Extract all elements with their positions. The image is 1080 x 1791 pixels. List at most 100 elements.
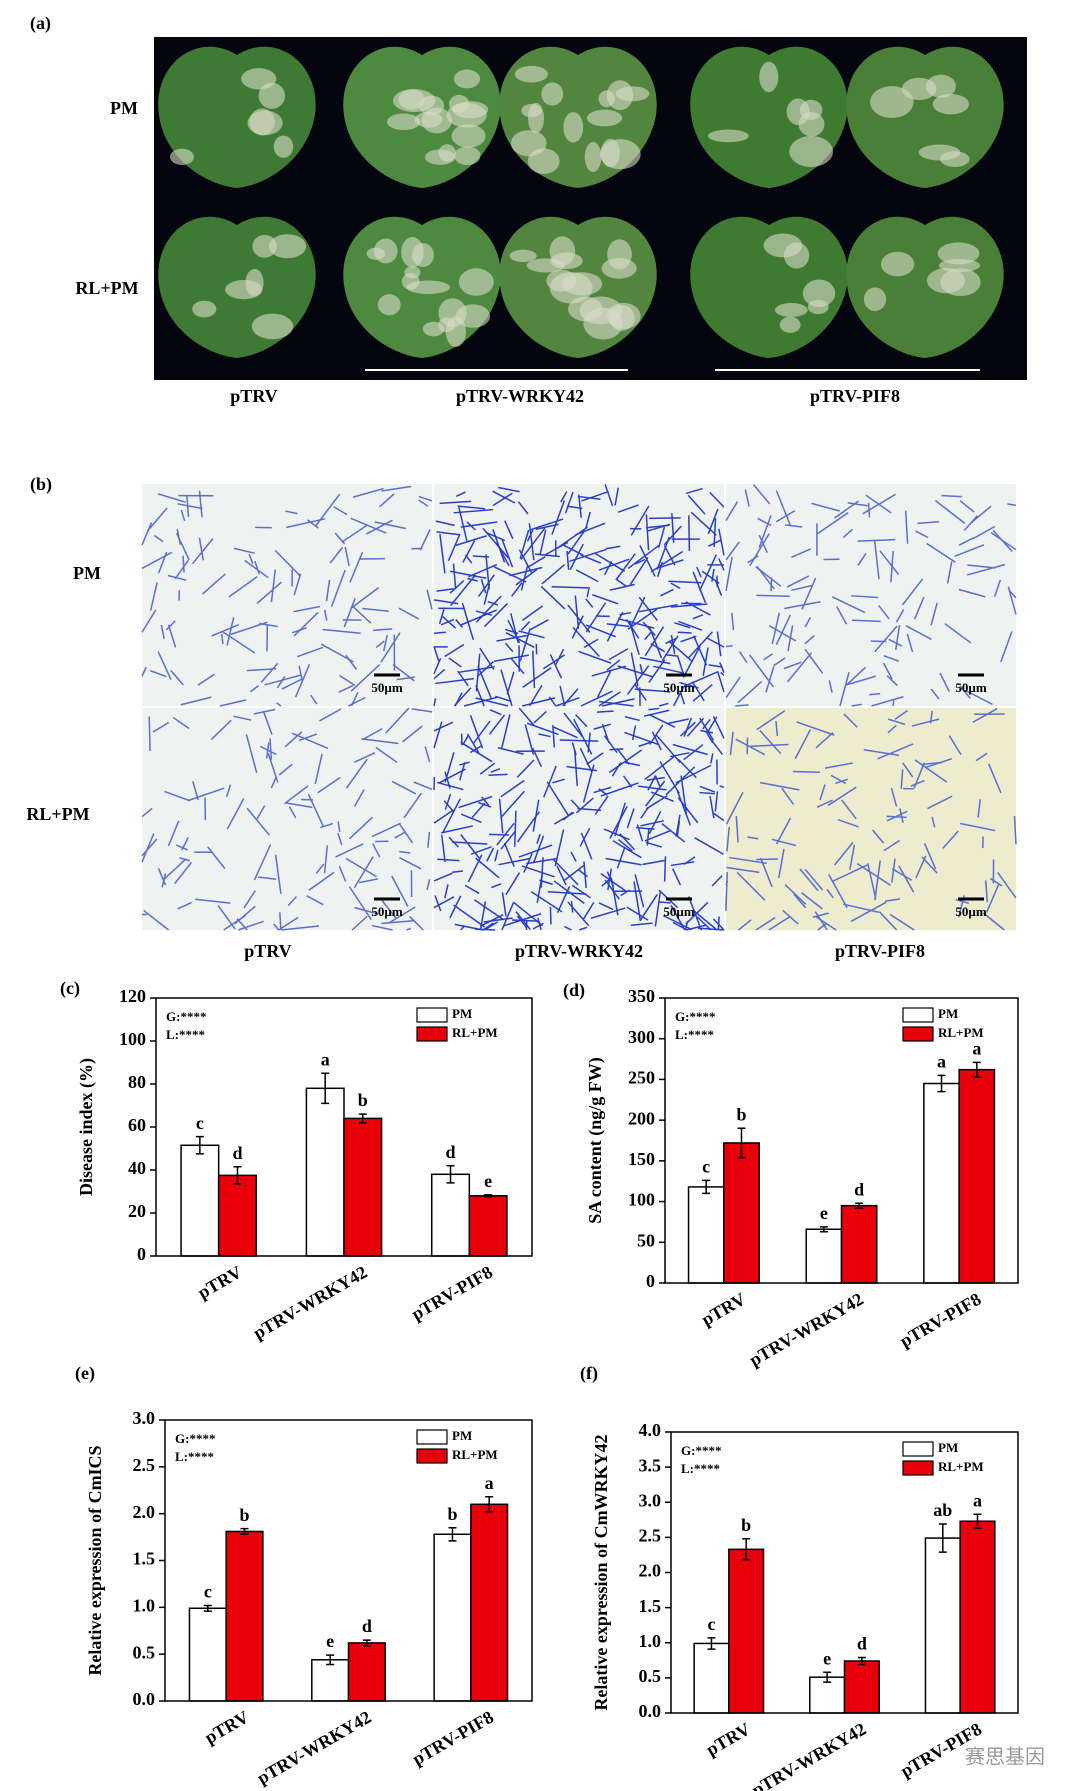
hypha	[735, 738, 766, 756]
hypha	[468, 563, 498, 578]
mildew-spot	[404, 266, 421, 279]
hypha	[612, 840, 642, 859]
mildew-spot	[451, 124, 486, 148]
hypha	[210, 719, 232, 741]
hypha	[690, 511, 717, 536]
y-tick-label: 3.0	[133, 1408, 156, 1428]
hypha	[786, 575, 810, 588]
hypha	[180, 509, 186, 522]
error-bar	[742, 1538, 751, 1561]
hypha	[375, 640, 385, 649]
hypha	[170, 670, 184, 686]
mildew-spot	[759, 61, 779, 93]
hypha	[260, 745, 277, 756]
hypha	[758, 534, 768, 553]
hypha	[249, 685, 260, 693]
hypha	[259, 622, 278, 628]
hypha	[523, 852, 533, 873]
hypha	[801, 577, 817, 610]
legend-swatch	[902, 1460, 934, 1476]
hypha	[837, 818, 859, 828]
hypha	[617, 838, 633, 852]
hypha	[663, 545, 676, 566]
hypha	[827, 786, 857, 807]
hypha	[657, 526, 666, 548]
hypha	[286, 802, 313, 809]
hypha	[702, 719, 711, 730]
hypha	[211, 624, 239, 637]
hypha	[672, 686, 685, 707]
hypha	[549, 654, 563, 679]
hypha	[824, 762, 853, 769]
hypha	[639, 894, 658, 921]
hypha	[709, 492, 725, 508]
hypha	[462, 540, 476, 563]
hypha	[513, 901, 543, 927]
hypha	[630, 505, 650, 536]
hypha	[720, 671, 725, 676]
hypha	[177, 901, 192, 910]
mildew-spot	[373, 238, 398, 264]
hypha	[460, 834, 480, 859]
hypha	[157, 493, 186, 503]
hypha	[627, 608, 658, 630]
mildew-spot	[452, 101, 489, 119]
hypha	[625, 618, 640, 639]
hypha	[676, 791, 692, 826]
panel-label: (a)	[30, 13, 51, 34]
hypha	[895, 609, 905, 623]
hypha	[281, 678, 303, 690]
hypha	[668, 580, 702, 584]
bar	[188, 1607, 227, 1702]
hypha	[639, 656, 671, 665]
hypha	[278, 763, 293, 776]
hypha	[452, 563, 457, 590]
hypha	[648, 707, 660, 711]
leaf-photos	[158, 46, 1004, 358]
mildew-spot	[455, 304, 491, 328]
hypha	[699, 785, 716, 793]
hypha	[959, 500, 975, 513]
hypha	[267, 753, 279, 783]
hypha	[379, 493, 395, 508]
error-bar	[203, 1604, 212, 1612]
hypha	[293, 573, 302, 596]
significance-letter: d	[362, 1616, 372, 1636]
error-bar	[448, 1526, 457, 1542]
mildew-spot	[940, 268, 981, 297]
hypha	[521, 865, 555, 878]
legend-label: RL+PM	[452, 1447, 498, 1462]
hypha	[879, 550, 900, 575]
hypha	[542, 654, 565, 670]
hypha	[874, 625, 898, 653]
hypha	[444, 643, 465, 658]
hypha	[433, 809, 455, 824]
hypha	[845, 675, 876, 686]
hypha	[160, 624, 165, 639]
hypha	[195, 898, 231, 904]
significance-letter: a	[937, 1051, 946, 1071]
mildew-spot	[541, 82, 564, 106]
error-bar	[321, 1072, 330, 1105]
hypha	[631, 725, 637, 741]
hypha	[726, 826, 730, 852]
hypha	[453, 508, 494, 514]
hypha	[869, 692, 881, 696]
hypha	[238, 920, 264, 931]
hypha	[923, 843, 937, 870]
hypha	[473, 720, 491, 744]
hypha	[694, 837, 724, 855]
error-bar	[446, 1164, 455, 1184]
mildew-spot	[901, 77, 937, 101]
mildew-spot	[802, 279, 836, 308]
hypha	[484, 921, 499, 931]
error-bar	[737, 1127, 746, 1159]
column-label: pTRV	[244, 941, 291, 961]
hypha	[361, 727, 383, 741]
error-bar	[938, 1523, 947, 1553]
bar	[840, 1204, 878, 1284]
hypha	[409, 915, 424, 931]
hypha	[520, 565, 529, 591]
hypha	[699, 554, 718, 591]
bar	[347, 1642, 386, 1702]
